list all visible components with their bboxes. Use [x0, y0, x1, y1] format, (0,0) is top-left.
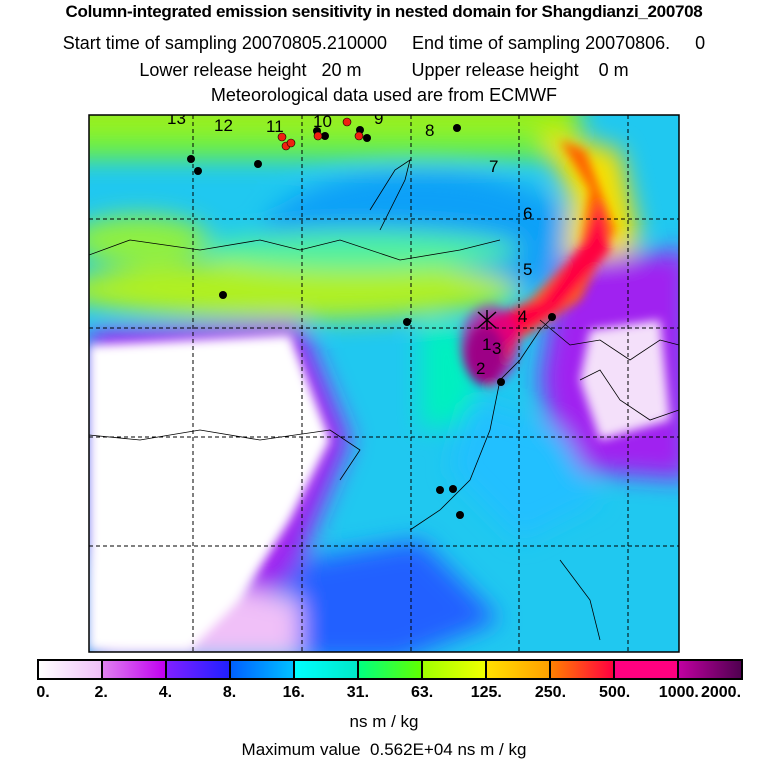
- colorbar-segment: [679, 661, 741, 678]
- point-label: 2: [476, 359, 485, 378]
- colorbar-segment: [39, 661, 103, 678]
- point-label: 11: [266, 117, 284, 136]
- map-frame: [88, 114, 680, 653]
- colorbar-segment: [551, 661, 615, 678]
- colorbar-segment: [487, 661, 551, 678]
- colorbar-tick-label: 16.: [282, 684, 305, 701]
- met-data-source: Meteorological data used are from ECMWF: [210, 85, 558, 105]
- trajectory-points: [187, 124, 556, 519]
- point-label: 10: [313, 112, 332, 131]
- point-label: 6: [523, 204, 532, 223]
- heatmap-field: 13 12 11 10 9 8 7 6 5 4 3 2 1: [89, 109, 679, 652]
- coastlines: [89, 159, 679, 641]
- colorbar-segment: [359, 661, 423, 678]
- colorbar-tick-label: 2000.: [700, 684, 742, 701]
- point-label: 4: [518, 307, 527, 326]
- max-value: Maximum value 0.562E+04 ns m / kg: [241, 740, 527, 759]
- point-label: 12: [214, 116, 233, 135]
- colorbar-tick-label: 1000.: [658, 684, 699, 701]
- release-heights: Lower release height 20 m Upper release …: [139, 60, 629, 80]
- colorbar-tick-label: 250.: [534, 684, 567, 701]
- point-label: 1: [482, 335, 491, 354]
- colorbar-tick-label: 2.: [94, 684, 108, 701]
- point-label: 3: [492, 339, 501, 358]
- point-label: 7: [489, 157, 498, 176]
- colorbar-tick-label: 31.: [346, 684, 370, 701]
- colorbar-tick-label: 500.: [599, 684, 631, 701]
- release-points: [277, 117, 364, 151]
- receptor-marker: [477, 310, 497, 330]
- colorbar-segment: [167, 661, 231, 678]
- colorbar-tick-label: 4.: [158, 684, 173, 701]
- colorbar-segment: [103, 661, 167, 678]
- colorbar-tick-label: 63.: [410, 684, 434, 701]
- colorbar-tick-label: 0.: [36, 684, 50, 701]
- sampling-times: Start time of sampling 20070805.210000 E…: [62, 33, 706, 53]
- colorbar-segment: [615, 661, 679, 678]
- point-labels: 13 12 11 10 9 8 7 6 5 4 3 2 1: [167, 109, 532, 378]
- point-label: 8: [425, 121, 434, 140]
- plot-title: Column-integrated emission sensitivity i…: [65, 2, 703, 21]
- colorbar-segment: [231, 661, 295, 678]
- colorbar-segment: [295, 661, 359, 678]
- colorbar-unit: ns m / kg: [349, 712, 419, 731]
- colorbar-segment: [423, 661, 487, 678]
- colorbar-tick-label: 125.: [470, 684, 502, 701]
- gridlines: [89, 115, 679, 652]
- point-label: 9: [374, 109, 383, 128]
- colorbar: [37, 659, 743, 680]
- point-label: 13: [167, 109, 186, 128]
- colorbar-tick-label: 8.: [222, 684, 237, 701]
- point-label: 5: [523, 260, 532, 279]
